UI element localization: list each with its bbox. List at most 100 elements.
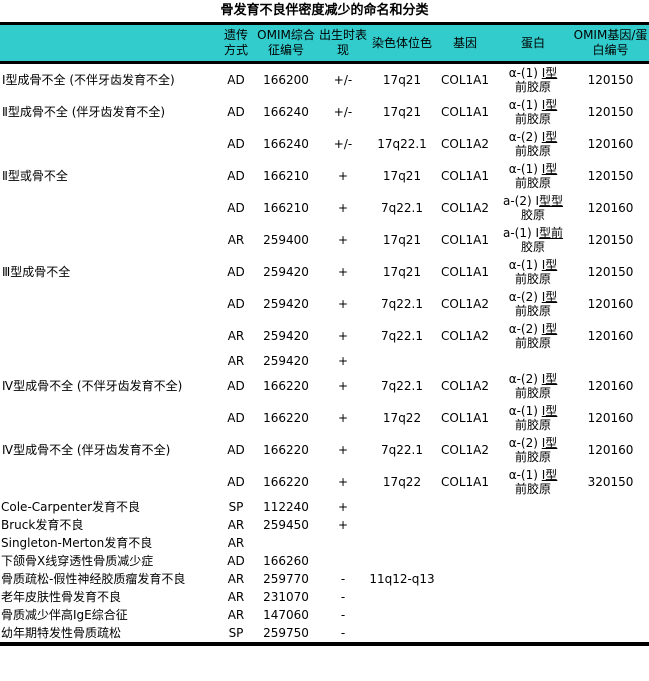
cell-birth: +/- bbox=[333, 105, 353, 119]
cell-protein: α-(1) Ⅰ型 前胶原 bbox=[494, 256, 572, 288]
cell-birth: + bbox=[337, 354, 349, 368]
cell-birth: +/- bbox=[333, 137, 353, 151]
protein-underlined: Ⅰ型 bbox=[541, 322, 558, 336]
cell-name: 下颌骨X线穿透性骨质减少症 bbox=[1, 554, 154, 568]
column-header-inheritance: 遗传方式 bbox=[223, 28, 248, 57]
cell-chromosome bbox=[368, 498, 436, 516]
cell-omim-syndrome: 166210 bbox=[263, 201, 309, 215]
cell-inheritance: AD bbox=[227, 201, 245, 215]
cell-inheritance: SP bbox=[228, 626, 244, 640]
cell-omim-syndrome: 166220 bbox=[263, 475, 309, 489]
cell-inheritance: AD bbox=[227, 297, 245, 311]
cell-inheritance: AR bbox=[227, 354, 245, 368]
cell-gene: COL1A1 bbox=[441, 73, 489, 87]
cell-protein: α-(1) Ⅰ型 前胶原 bbox=[494, 160, 572, 192]
cell-omim-gene bbox=[572, 624, 649, 644]
cell-chromosome: 7q22.1 bbox=[381, 329, 423, 343]
cell-chromosome bbox=[368, 534, 436, 552]
protein-line2: 胶原 bbox=[520, 208, 545, 222]
cell-omim-gene bbox=[572, 516, 649, 534]
column-header-protein: 蛋白 bbox=[520, 35, 545, 50]
column-header-omim-syndrome: OMIM综合征编号 bbox=[257, 28, 315, 57]
table-row: AD 166240 +/- 17q22.1 COL1A2 α-(2) Ⅰ型 前胶原 12016… bbox=[0, 128, 649, 160]
cell-omim-gene bbox=[572, 606, 649, 624]
cell-omim-gene bbox=[572, 570, 649, 588]
table-row: Singleton-Merton发育不良 AR bbox=[0, 534, 649, 552]
cell-chromosome: 17q21 bbox=[382, 73, 422, 87]
cell-protein: α-(1) Ⅰ型 前胶原 bbox=[494, 402, 572, 434]
protein-line1: a-(2) Ⅰ型型 bbox=[495, 194, 571, 208]
cell-name bbox=[0, 224, 218, 256]
cell-omim-syndrome: 259420 bbox=[263, 265, 309, 279]
cell-chromosome: 17q22 bbox=[382, 475, 422, 489]
protein-underlined: Ⅰ型 bbox=[541, 290, 558, 304]
table-row: 骨质减少伴高IgE综合征 AR 147060 - bbox=[0, 606, 649, 624]
cell-omim-syndrome: 166220 bbox=[263, 443, 309, 457]
cell-inheritance: SP bbox=[228, 500, 244, 514]
cell-protein: α-(1) Ⅰ型 前胶原 bbox=[494, 96, 572, 128]
cell-name bbox=[0, 192, 218, 224]
cell-name bbox=[0, 320, 218, 352]
cell-protein: α-(2) Ⅰ型 前胶原 bbox=[494, 128, 572, 160]
protein-prefix: α-(1) bbox=[508, 162, 542, 176]
cell-protein bbox=[494, 498, 572, 516]
cell-inheritance: AD bbox=[227, 265, 245, 279]
column-header-omim-gene: OMIM基因/蛋白编号 bbox=[573, 28, 648, 57]
cell-chromosome: 7q22.1 bbox=[381, 297, 423, 311]
cell-omim-gene: 120150 bbox=[587, 265, 634, 279]
table-row: AR 259400 +17q21 COL1A1 a-(1) Ⅰ型前 胶原 120150 bbox=[0, 224, 649, 256]
cell-omim-gene: 120150 bbox=[587, 169, 634, 183]
protein-prefix: α-(1) bbox=[508, 258, 542, 272]
cell-protein: α-(2) Ⅰ型 前胶原 bbox=[494, 320, 572, 352]
cell-birth: + bbox=[337, 518, 349, 532]
protein-line2: 前胶原 bbox=[514, 482, 551, 496]
protein-line1: α-(2) Ⅰ型 bbox=[495, 372, 571, 386]
cell-omim-syndrome: 259400 bbox=[263, 233, 309, 247]
protein-line2: 前胶原 bbox=[514, 112, 551, 126]
protein-line1: α-(2) Ⅰ型 bbox=[495, 322, 571, 336]
cell-birth: + bbox=[337, 201, 349, 215]
protein-prefix: α-(2) bbox=[508, 322, 542, 336]
protein-line1: α-(2) Ⅰ型 bbox=[495, 290, 571, 304]
protein-line2: 前胶原 bbox=[514, 386, 551, 400]
cell-omim-syndrome: 166210 bbox=[263, 169, 309, 183]
table-row: Cole-Carpenter发育不良 SP 112240 + bbox=[0, 498, 649, 516]
cell-birth: + bbox=[337, 233, 349, 247]
cell-chromosome: 17q21 bbox=[382, 105, 422, 119]
cell-omim-gene: 120150 bbox=[587, 105, 634, 119]
cell-birth bbox=[318, 534, 368, 552]
cell-omim-gene: 120160 bbox=[587, 297, 634, 311]
cell-protein: a-(1) Ⅰ型前 胶原 bbox=[494, 224, 572, 256]
cell-gene bbox=[436, 516, 494, 534]
protein-line2: 胶原 bbox=[520, 240, 545, 254]
cell-chromosome: 17q21 bbox=[382, 265, 422, 279]
table-row: Bruck发育不良 AR 259450 + bbox=[0, 516, 649, 534]
protein-underlined: Ⅰ型 bbox=[541, 66, 558, 80]
protein-line1: α-(1) Ⅰ型 bbox=[495, 258, 571, 272]
cell-chromosome: 17q21 bbox=[382, 233, 422, 247]
cell-name: Cole-Carpenter发育不良 bbox=[1, 500, 141, 514]
protein-underlined: 型前 bbox=[539, 226, 564, 240]
protein-prefix: α-(1) bbox=[508, 404, 542, 418]
cell-birth: - bbox=[340, 608, 346, 622]
table-row: Ⅰ型成骨不全 (不伴牙齿发育不全) AD 166200 +/- 17q21 COL1A1 α… bbox=[0, 63, 649, 97]
cell-protein bbox=[494, 588, 572, 606]
cell-inheritance: AD bbox=[227, 105, 245, 119]
protein-prefix: α-(2) bbox=[508, 290, 542, 304]
table-row: Ⅳ型成骨不全 (不伴牙齿发育不全) AD 166220 +7q22.1 COL1A2 α-… bbox=[0, 370, 649, 402]
cell-protein bbox=[494, 352, 572, 370]
table-row: AD 166220 +17q22 COL1A1 α-(1) Ⅰ型 前胶原 320150 bbox=[0, 466, 649, 498]
cell-birth: + bbox=[337, 329, 349, 343]
protein-line2: 前胶原 bbox=[514, 272, 551, 286]
cell-name bbox=[0, 352, 218, 370]
cell-chromosome bbox=[368, 606, 436, 624]
cell-omim-gene: 120160 bbox=[587, 137, 634, 151]
protein-line1: α-(1) Ⅰ型 bbox=[495, 162, 571, 176]
cell-chromosome bbox=[368, 516, 436, 534]
cell-name: Ⅲ型成骨不全 bbox=[2, 265, 71, 279]
protein-underlined: Ⅰ型 bbox=[541, 98, 558, 112]
table-row: AD 259420 +7q22.1 COL1A2 α-(2) Ⅰ型 前胶原 120160 bbox=[0, 288, 649, 320]
table-row: Ⅲ型成骨不全 AD 259420 +17q21 COL1A1 α-(1) Ⅰ型 前胶原 120… bbox=[0, 256, 649, 288]
classification-table: 遗传方式 OMIM综合征编号 出生时表现 染色体位色 基因 蛋白 OMIM基因/蛋白编号 Ⅰ… bbox=[0, 22, 649, 646]
cell-name bbox=[0, 128, 218, 160]
